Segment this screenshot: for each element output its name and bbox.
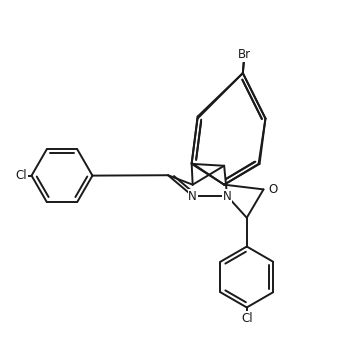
Text: N: N (188, 189, 197, 203)
Text: O: O (268, 183, 277, 196)
Text: Cl: Cl (241, 312, 252, 325)
Text: Cl: Cl (15, 169, 27, 182)
Text: Br: Br (238, 48, 251, 61)
Text: Br: Br (239, 46, 252, 59)
Text: N: N (223, 189, 232, 203)
